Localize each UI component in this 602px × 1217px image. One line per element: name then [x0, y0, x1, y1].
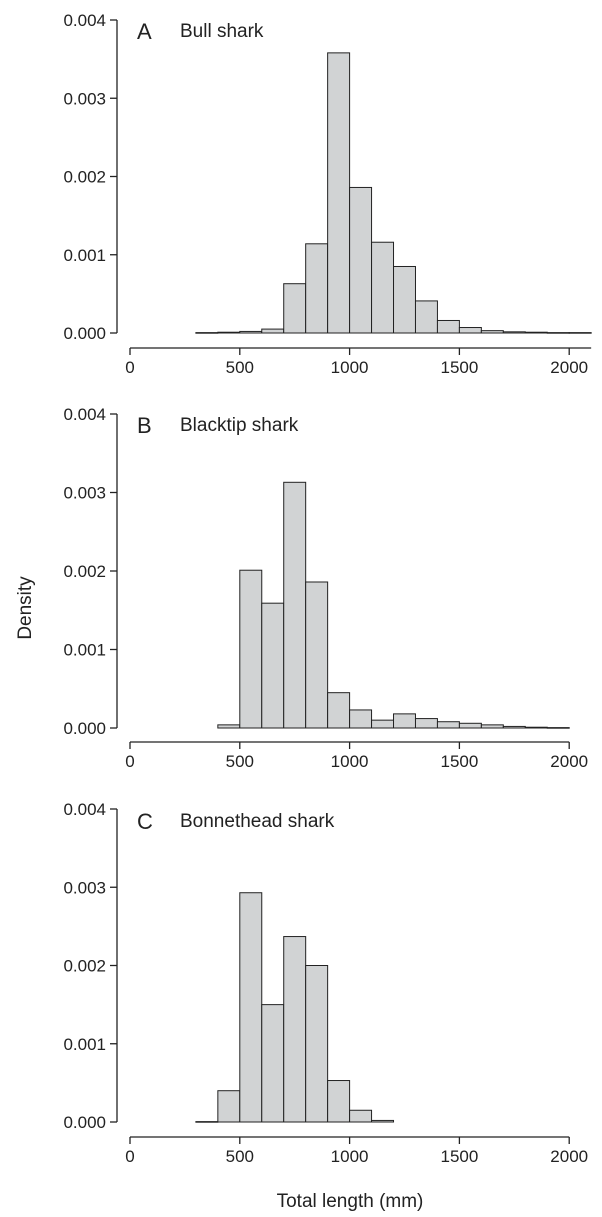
x-axis-title: Total length (mm): [277, 1191, 424, 1212]
y-tick-label: 0.000: [63, 324, 106, 343]
x-tick-label: 1500: [440, 1147, 478, 1166]
histogram-bar: [436, 319, 460, 334]
x-tick-label: 1500: [440, 752, 478, 771]
y-tick-label: 0.002: [63, 562, 106, 581]
histogram-bar: [458, 327, 482, 334]
histogram-bar: [546, 727, 570, 729]
x-tick-label: 500: [226, 358, 254, 377]
panel-letter: B: [137, 413, 152, 438]
y-tick-label: 0.001: [63, 1035, 106, 1054]
histogram-bar: [371, 719, 395, 729]
x-tick-label: 1000: [331, 752, 369, 771]
x-tick-label: 500: [226, 752, 254, 771]
panel-letter: A: [137, 19, 152, 44]
histogram-bar: [327, 1080, 351, 1123]
histogram-bar: [283, 481, 307, 729]
histogram-bar: [305, 965, 329, 1123]
histogram-bar: [568, 332, 592, 334]
x-tick-label: 1500: [440, 358, 478, 377]
panel-title: Bonnethead shark: [180, 811, 335, 832]
panel-blacktip-shark: B Blacktip shark 0.000 0.001 0.002 0.003 0.0…: [63, 405, 588, 771]
panel-title: Bull shark: [180, 21, 264, 42]
histogram-bar: [217, 724, 241, 729]
x-tick-label: 2000: [550, 1147, 588, 1166]
y-tick-label: 0.000: [63, 719, 106, 738]
histogram-bar: [414, 718, 438, 729]
histogram-bar: [217, 331, 241, 334]
x-tick-label: 1000: [331, 1147, 369, 1166]
y-tick-label: 0.001: [63, 641, 106, 660]
histogram-bar: [393, 265, 416, 334]
histogram-bar: [524, 726, 548, 729]
histogram-bar: [414, 300, 438, 334]
histogram-bar: [261, 328, 285, 334]
histogram-bar: [502, 725, 526, 729]
histogram-bar: [239, 330, 263, 334]
x-tick-label: 500: [226, 1147, 254, 1166]
histogram-bar: [349, 709, 373, 729]
panel-bonnethead-shark: C Bonnethead shark 0.000 0.001 0.002 0.003 0…: [63, 800, 588, 1166]
x-tick-label: 2000: [550, 752, 588, 771]
histogram-bar: [217, 1090, 241, 1123]
y-tick-label: 0.003: [63, 484, 106, 503]
histogram-bar: [305, 581, 329, 729]
y-axis-title: Density: [15, 576, 36, 640]
panel-letter: C: [137, 809, 153, 834]
y-tick-label: 0.002: [63, 168, 106, 187]
y-tick-label: 0.002: [63, 957, 106, 976]
histogram-bar: [502, 331, 526, 334]
histogram-bar: [546, 332, 570, 334]
histogram-bar: [436, 721, 460, 729]
histogram-bar: [371, 241, 395, 334]
histogram-bar: [327, 52, 351, 334]
histogram-bar: [195, 332, 219, 334]
histogram-bar: [327, 692, 351, 729]
x-tick-label: 1000: [331, 358, 369, 377]
y-tick-label: 0.003: [63, 89, 106, 108]
histogram-bar: [393, 713, 416, 729]
histogram-bar: [261, 1004, 285, 1123]
histogram-bar: [349, 1109, 373, 1123]
x-tick-label: 2000: [550, 358, 588, 377]
histogram-bar: [261, 602, 285, 729]
histogram-bar: [305, 243, 329, 334]
y-tick-label: 0.000: [63, 1113, 106, 1132]
histogram-bar: [480, 724, 504, 729]
histogram-bar: [458, 722, 482, 729]
histogram-bar: [480, 330, 504, 334]
x-tick-label: 0: [125, 752, 134, 771]
y-tick-label: 0.001: [63, 246, 106, 265]
histogram-bar: [195, 1121, 219, 1123]
y-tick-label: 0.004: [63, 11, 106, 30]
y-tick-label: 0.004: [63, 405, 106, 424]
histogram-bar: [283, 283, 307, 334]
y-tick-label: 0.004: [63, 800, 106, 819]
histogram-bar: [371, 1119, 395, 1123]
panel-bull-shark: A Bull shark 0.000 0.001 0.002 0.003 0.004 0 5…: [63, 11, 592, 377]
x-tick-label: 0: [125, 358, 134, 377]
histogram-bar: [239, 569, 263, 729]
y-tick-label: 0.003: [63, 878, 106, 897]
histogram-bar: [349, 186, 373, 334]
panel-title: Blacktip shark: [180, 415, 299, 436]
x-tick-label: 0: [125, 1147, 134, 1166]
histogram-bar: [239, 892, 263, 1123]
histogram-bar: [283, 936, 307, 1123]
histogram-bar: [524, 331, 548, 334]
